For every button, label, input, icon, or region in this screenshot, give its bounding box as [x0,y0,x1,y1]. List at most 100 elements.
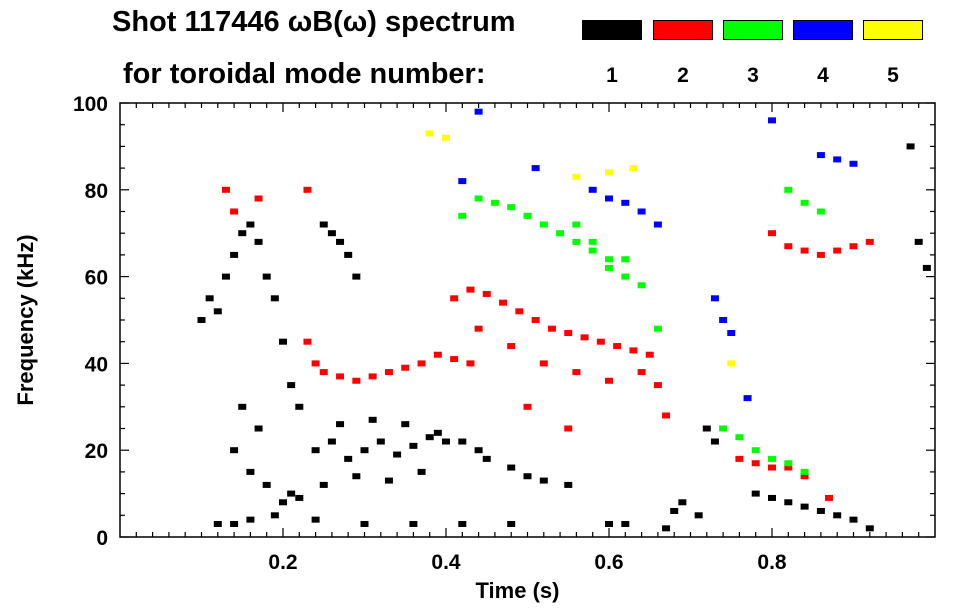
mode-2-point [645,351,654,358]
mode-2-point [450,295,459,302]
mode-3-point [474,195,483,202]
mode-4-point [849,160,858,167]
mode-1-point [238,230,247,237]
mode-1-point [336,421,345,428]
mode-1-point [262,273,271,280]
chart-title-line1: Shot 117446 ωB(ω) spectrum [112,6,516,38]
legend-swatch-mode-3 [723,20,783,40]
mode-1-point [816,507,825,514]
mode-1-point [254,238,263,245]
mode-3-point [621,273,630,280]
mode-1-point [914,238,923,245]
mode-1-point [678,499,687,506]
mode-2-point [474,325,483,332]
mode-2-point [768,464,776,471]
mode-5-point [629,165,638,172]
mode-1-point [238,403,247,410]
mode-4-point [605,195,613,202]
mode-4-point [727,330,736,337]
mode-1-point [213,308,222,315]
y-tick-label: 80 [85,180,108,203]
mode-2-point [653,382,662,389]
mode-3-point [751,447,760,454]
mode-1-point [376,438,385,445]
mode-1-point [336,238,345,245]
mode-2-point [662,412,671,419]
mode-4-point [588,186,597,193]
mode-1-point [458,520,467,527]
mode-1-point [507,464,516,471]
mode-2-point [319,369,328,376]
mode-1-point [279,338,287,345]
mode-1-point [784,499,793,506]
mode-1-point [295,494,304,501]
mode-2-point [384,369,393,376]
mode-1-point [710,438,719,445]
legend-label-mode-1: 1 [606,64,618,87]
mode-1-point [360,447,369,454]
mode-1-point [409,520,418,527]
mode-2-point [800,473,809,480]
mode-2-point [531,317,540,323]
mode-4-point [621,199,630,206]
mode-1-point [662,525,671,532]
mode-1-point [230,520,239,527]
mode-4-point [637,208,646,215]
mode-3-point [572,221,581,228]
mode-2-point [221,186,230,193]
mode-1-point [906,143,915,150]
plot-frame [119,102,936,538]
mode-3-point [605,264,613,271]
data-marks [197,108,931,532]
x-tick-label: 0.2 [268,551,297,574]
mode-2-point [466,360,475,367]
mode-2-point [751,460,760,467]
mode-3-point [719,425,728,432]
mode-1-point [800,503,809,510]
mode-2-point [482,290,491,297]
mode-3-point [572,238,581,245]
mode-1-point [311,516,320,523]
mode-1-point [360,520,369,527]
mode-1-point [352,273,361,280]
mode-2-point [303,186,312,193]
legend-swatch-mode-1 [582,20,642,40]
mode-2-point [816,251,825,258]
mode-1-point [254,425,263,432]
legend-label-mode-4: 4 [817,64,829,87]
mode-1-point [865,525,874,532]
mode-3-point [490,199,499,206]
mode-2-point [768,230,776,237]
mode-1-point [507,520,516,527]
mode-1-point [319,481,328,488]
mode-1-point [539,477,548,484]
mode-3-point [653,325,662,332]
mode-1-point [425,434,434,441]
mode-2-point [833,247,842,254]
mode-1-point [433,429,442,436]
mode-1-point [393,451,402,458]
mode-1-point [833,512,842,519]
x-tick-label: 0.6 [594,551,623,574]
mode-3-point [588,238,597,245]
y-tick-label: 40 [85,353,108,376]
mode-2-point [637,369,646,376]
mode-4-point [816,152,825,159]
mode-1-point [368,416,377,423]
mode-1-point [384,477,393,484]
mode-1-point [213,520,222,527]
y-axis-ticks: 0 20 40 60 80 100 [73,93,935,550]
mode-2-point [417,360,426,367]
mode-2-point [564,330,573,337]
mode-1-point [401,421,410,428]
mode-5-point [605,169,613,176]
legend-label-mode-5: 5 [887,64,899,87]
mode-1-point [279,499,287,506]
mode-4-point [833,156,842,163]
mode-3-point [768,455,776,462]
mode-4-point [768,117,776,124]
mode-4-point [474,108,483,115]
mode-1-point [221,273,230,280]
mode-5-point [442,134,450,141]
